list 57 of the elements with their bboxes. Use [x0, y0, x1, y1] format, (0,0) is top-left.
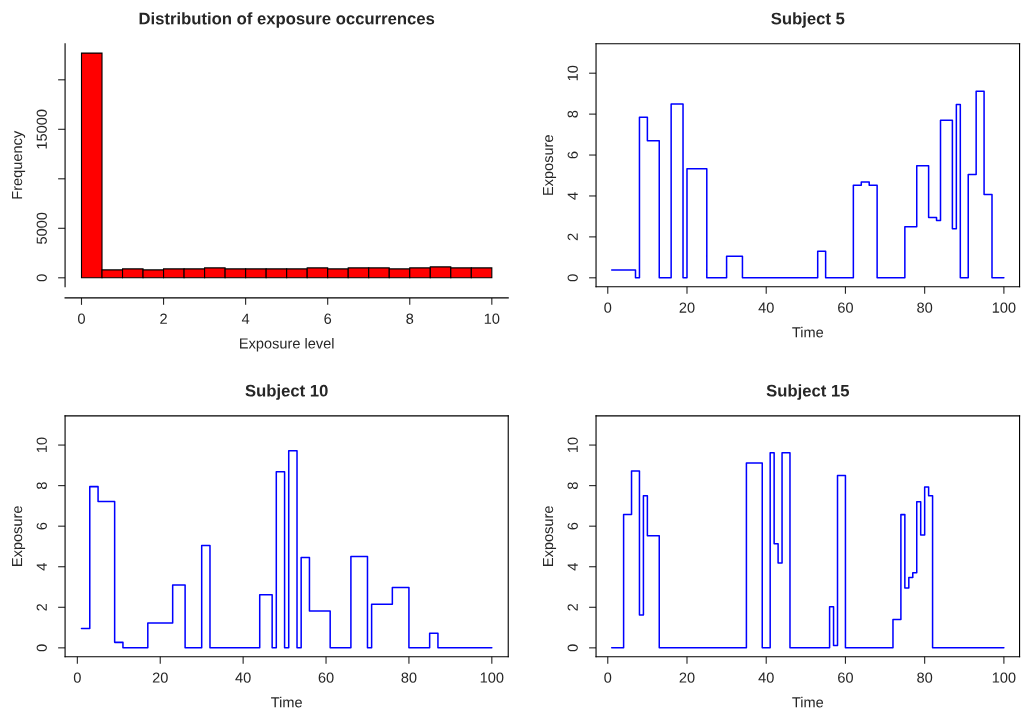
y-tick-label: 10	[567, 437, 578, 453]
x-tick-label: 8	[406, 313, 414, 324]
x-tick-label: 2	[160, 313, 167, 324]
y-tick-label: 2	[567, 603, 578, 611]
x-tick-label: 10	[484, 313, 500, 324]
chart-title: Subject 5	[771, 12, 845, 28]
x-axis-title: Time	[792, 696, 824, 708]
y-tick-label: 2	[36, 603, 47, 611]
y-tick-label: 6	[36, 522, 47, 530]
y-tick-label: 15000	[36, 109, 47, 149]
y-tick-label: 5000	[36, 212, 47, 244]
x-tick-label: 40	[235, 672, 251, 683]
y-tick-label: 4	[567, 192, 578, 200]
x-tick-label: 20	[679, 672, 695, 683]
y-tick-label: 8	[36, 482, 47, 490]
x-tick-label: 60	[318, 672, 334, 683]
x-tick-label: 100	[992, 302, 1016, 313]
x-tick-label: 0	[73, 672, 81, 683]
x-tick-label: 80	[917, 672, 933, 683]
x-tick-label: 20	[679, 302, 695, 313]
chart-title: Subject 10	[245, 384, 328, 400]
x-tick-label: 4	[241, 313, 250, 324]
y-tick-label: 0	[567, 274, 578, 282]
y-tick-label: 6	[567, 151, 578, 159]
x-axis-title: Exposure level	[240, 337, 334, 352]
x-tick-label: 60	[838, 302, 853, 313]
x-tick-label: 100	[992, 672, 1016, 683]
chart-title: Subject 15	[766, 384, 850, 400]
y-axis-title: Exposure	[543, 506, 557, 566]
y-tick-label: 0	[567, 644, 578, 652]
x-tick-label: 80	[917, 302, 933, 313]
x-tick-label: 6	[324, 313, 332, 324]
y-tick-label: 10	[36, 437, 47, 453]
x-tick-label: 40	[758, 672, 774, 683]
x-axis-title: Time	[271, 696, 302, 708]
x-tick-label: 80	[401, 672, 417, 683]
y-tick-label: 6	[567, 522, 578, 530]
y-tick-label: 2	[567, 233, 578, 241]
y-tick-label: 0	[36, 274, 47, 282]
x-tick-label: 40	[758, 302, 774, 313]
x-tick-label: 0	[604, 302, 612, 313]
y-tick-label: 4	[36, 563, 47, 571]
y-tick-label: 4	[567, 563, 578, 571]
x-tick-label: 0	[78, 313, 85, 324]
y-axis-title: Exposure	[543, 135, 557, 195]
chart-title: Distribution of exposure occurrences	[139, 12, 435, 28]
y-tick-label: 0	[36, 644, 47, 652]
x-tick-label: 0	[604, 672, 612, 683]
x-tick-label: 60	[838, 672, 853, 683]
x-tick-label: 20	[152, 672, 168, 683]
y-tick-label: 8	[567, 482, 578, 490]
x-tick-label: 100	[480, 672, 504, 683]
y-tick-label: 10	[567, 65, 578, 81]
y-tick-label: 8	[567, 110, 578, 118]
y-axis-title: Exposure	[12, 506, 26, 566]
y-axis-title: Frequency	[12, 130, 26, 199]
x-axis-title: Time	[792, 326, 824, 338]
